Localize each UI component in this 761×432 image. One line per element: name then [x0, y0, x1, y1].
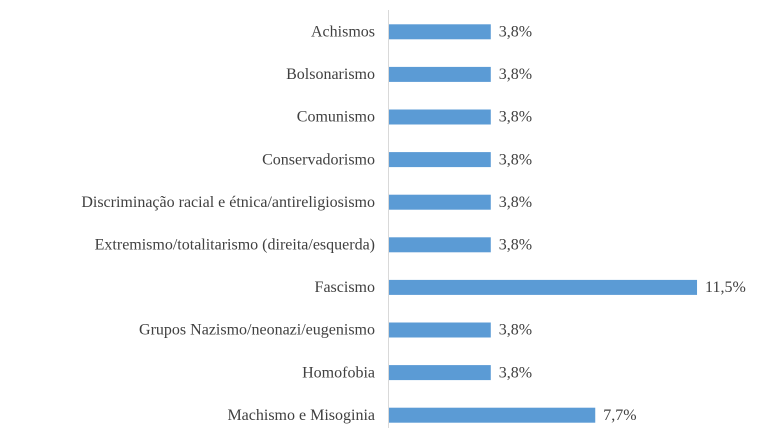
- bar: [389, 279, 698, 295]
- bar: [389, 365, 491, 381]
- bar: [389, 194, 491, 210]
- value-label: 11,5%: [705, 279, 746, 296]
- category-label: Discriminação racial e étnica/antireligi…: [81, 194, 375, 211]
- bar: [389, 237, 491, 253]
- value-label: 3,8%: [499, 364, 532, 381]
- bar: [389, 24, 491, 40]
- category-label: Bolsonarismo: [286, 66, 375, 83]
- bar: [389, 407, 596, 423]
- value-label: 3,8%: [499, 66, 532, 83]
- category-label: Grupos Nazismo/neonazi/eugenismo: [139, 322, 375, 339]
- category-label: Achismos: [311, 23, 375, 40]
- value-label: 3,8%: [499, 322, 532, 339]
- bar: [389, 152, 491, 168]
- category-label: Homofobia: [302, 364, 375, 381]
- category-label: Fascismo: [315, 279, 375, 296]
- value-label: 3,8%: [499, 23, 532, 40]
- category-label: Conservadorismo: [262, 151, 375, 168]
- category-label: Machismo e Misoginia: [227, 407, 375, 424]
- value-label: 3,8%: [499, 236, 532, 253]
- bar: [389, 322, 491, 338]
- bar: [389, 66, 491, 82]
- value-label: 7,7%: [603, 407, 636, 424]
- bar: [389, 109, 491, 125]
- value-label: 3,8%: [499, 194, 532, 211]
- value-label: 3,8%: [499, 151, 532, 168]
- category-label: Extremismo/totalitarismo (direita/esquer…: [95, 236, 375, 253]
- value-label: 3,8%: [499, 109, 532, 126]
- category-label: Comunismo: [297, 109, 375, 126]
